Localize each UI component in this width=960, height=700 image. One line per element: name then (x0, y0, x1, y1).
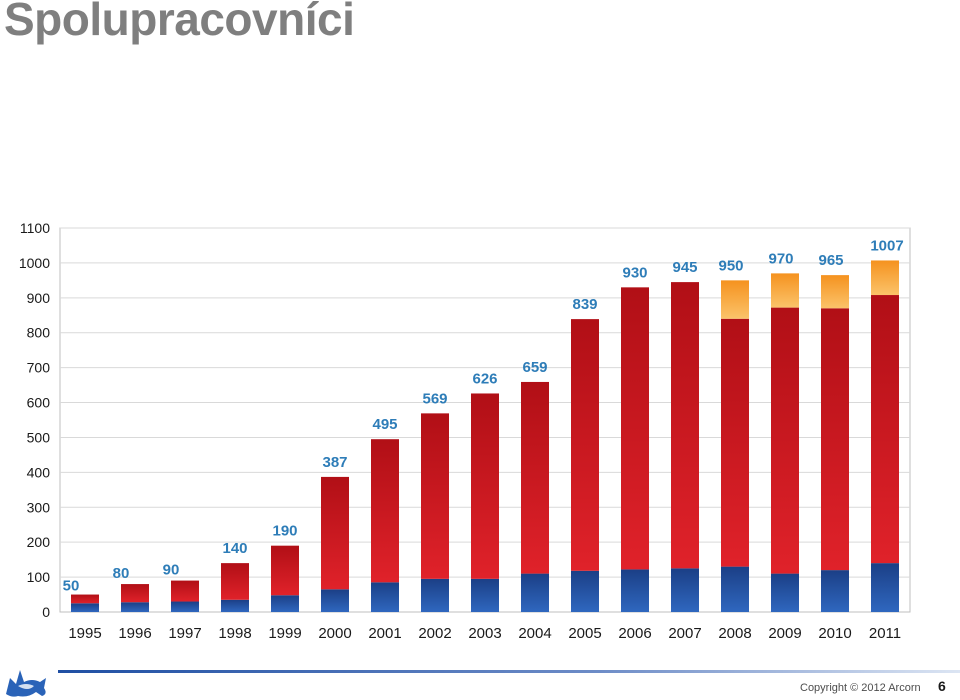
y-tick-label: 0 (42, 604, 50, 620)
copyright-text: Copyright © 2012 Arcorn (800, 682, 921, 694)
x-tick-label: 2007 (668, 625, 701, 642)
data-label: 1007 (870, 237, 903, 254)
fox-logo-icon (6, 670, 46, 697)
y-tick-label: 600 (27, 395, 51, 411)
x-tick-label: 1997 (168, 625, 201, 642)
bar-segment (71, 594, 99, 604)
bar-segment (71, 603, 99, 612)
y-tick-label: 200 (27, 534, 51, 550)
bar-segment (671, 568, 699, 612)
x-tick-label: 1999 (268, 625, 301, 642)
data-label: 90 (163, 562, 180, 579)
data-label: 626 (472, 370, 497, 387)
bar-segment (721, 280, 749, 319)
data-label: 965 (818, 252, 843, 269)
data-label: 387 (322, 454, 347, 471)
data-label: 659 (522, 359, 547, 376)
bar-segment (321, 476, 349, 590)
y-tick-label: 800 (27, 325, 51, 341)
data-label: 495 (372, 416, 397, 433)
bar-segment (371, 582, 399, 612)
data-label: 945 (672, 259, 697, 276)
bar-segment (721, 566, 749, 612)
bar-segment (471, 393, 499, 579)
bar-segment (171, 580, 199, 602)
slide-title: Spolupracovníci (4, 0, 355, 45)
y-tick-label: 100 (27, 569, 51, 585)
bar-segment (271, 595, 299, 612)
x-tick-label: 1996 (118, 625, 151, 642)
data-label: 80 (113, 565, 130, 582)
bar-segment (421, 578, 449, 612)
y-tick-label: 400 (27, 464, 51, 480)
bar-segment (271, 545, 299, 596)
y-tick-label: 900 (27, 290, 51, 306)
x-tick-label: 2006 (618, 625, 651, 642)
x-tick-label: 1998 (218, 625, 251, 642)
bar-segment (871, 563, 899, 612)
x-tick-label: 2001 (368, 625, 401, 642)
bar-segment (421, 413, 449, 579)
data-label: 970 (768, 250, 793, 267)
bar-segment (521, 381, 549, 574)
bar-segment (171, 601, 199, 612)
data-label: 930 (622, 264, 647, 281)
bar-segment (671, 282, 699, 569)
bar-segment (521, 573, 549, 612)
x-tick-label: 2000 (318, 625, 351, 642)
bar-segment (321, 589, 349, 612)
bar-segment (821, 308, 849, 571)
data-label: 839 (572, 296, 597, 313)
bar-segment (471, 578, 499, 612)
bar-segment (821, 275, 849, 309)
x-tick-label: 2010 (818, 625, 851, 642)
bar-segment (121, 602, 149, 612)
bar-segment (771, 573, 799, 612)
bar-segment (771, 273, 799, 308)
y-tick-label: 700 (27, 360, 51, 376)
data-label: 50 (63, 578, 80, 595)
x-tick-label: 2002 (418, 625, 451, 642)
data-label: 950 (718, 257, 743, 274)
bar-segment (121, 584, 149, 603)
x-tick-label: 2011 (869, 625, 901, 642)
page-number: 6 (938, 678, 946, 694)
bar-segment (871, 295, 899, 564)
bar-segment (821, 570, 849, 612)
x-tick-label: 2005 (568, 625, 601, 642)
bar-segment (721, 318, 749, 567)
x-tick-label: 2003 (468, 625, 501, 642)
bar-segment (871, 260, 899, 296)
bar-segment (221, 563, 249, 600)
bar-segment (771, 307, 799, 574)
bar-segment (621, 569, 649, 612)
data-label: 569 (422, 390, 447, 407)
footer-bar (58, 670, 960, 673)
bar-segment (621, 287, 649, 570)
bar-segment (371, 439, 399, 583)
bar-segment (571, 319, 599, 571)
y-tick-label: 1000 (19, 255, 50, 271)
x-tick-label: 2004 (518, 625, 551, 642)
data-label: 140 (222, 540, 247, 557)
stacked-bar-chart: 0 100 200 300 400 500 600 700 800 900 1000 1100 1995… (19, 220, 911, 642)
x-tick-label: 1995 (68, 625, 101, 642)
y-tick-label: 1100 (20, 220, 50, 236)
x-tick-label: 2008 (718, 625, 751, 642)
bar-segment (221, 599, 249, 612)
y-tick-label: 500 (27, 429, 51, 445)
x-tick-label: 2009 (768, 625, 801, 642)
y-tick-label: 300 (27, 499, 51, 515)
bar-segment (571, 570, 599, 612)
data-label: 190 (272, 523, 297, 540)
